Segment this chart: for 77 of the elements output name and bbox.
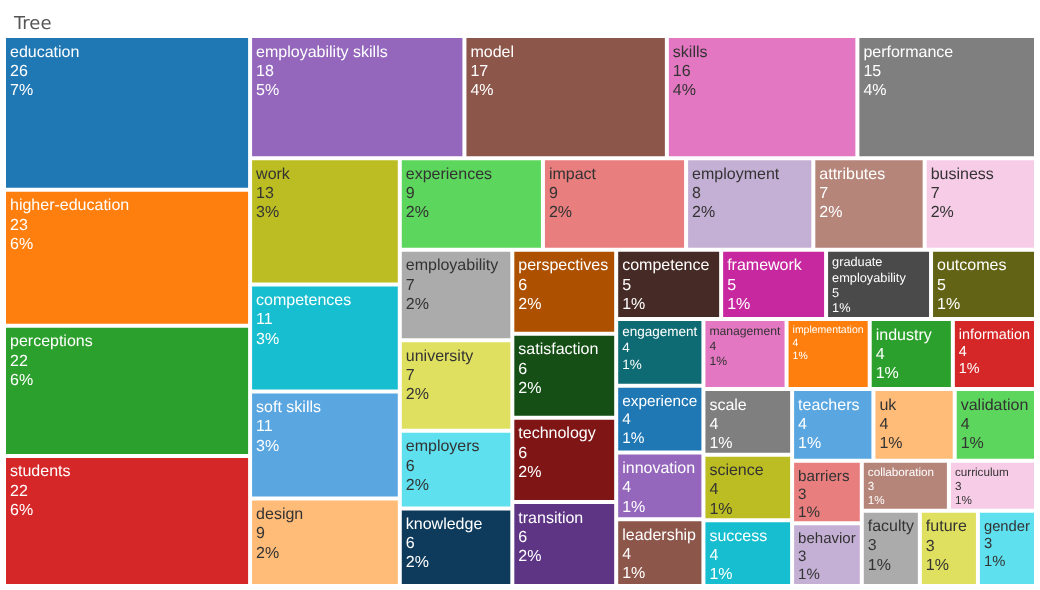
data-label: 6 2%	[518, 527, 542, 565]
data-label: 6 2%	[518, 275, 542, 313]
data-label: 4 1%	[709, 414, 733, 453]
category-label: outcomes	[937, 256, 1007, 275]
data-label: 18 5%	[256, 61, 280, 99]
category-label: model	[470, 42, 515, 61]
category-label: employability	[405, 256, 499, 275]
category-label: innovation	[622, 459, 696, 478]
data-label: 5 1%	[937, 275, 961, 313]
category-label: higher-education	[10, 196, 130, 215]
category-label: university	[405, 346, 474, 365]
category-label: leadership	[622, 525, 698, 544]
data-label: 7 2%	[930, 184, 954, 222]
data-label: 9 2%	[548, 184, 573, 222]
data-label: 22 6%	[10, 351, 34, 389]
category-label: business	[930, 164, 994, 183]
data-label: 6 2%	[518, 443, 542, 481]
category-label: employers	[405, 437, 480, 456]
data-label: 15 4%	[863, 61, 887, 99]
data-label: 4 1%	[798, 414, 822, 453]
category-label: design	[256, 505, 304, 524]
text: Tree	[12, 15, 53, 35]
data-label: 16 4%	[672, 61, 696, 99]
category-label: perspectives	[518, 256, 609, 275]
category-label: employability skills	[256, 42, 388, 61]
data-label: 5 1%	[622, 275, 646, 313]
category-label: satisfaction	[518, 340, 599, 359]
category-label: impact	[548, 164, 598, 183]
data-label: 11 3%	[256, 417, 280, 455]
category-label: performance	[863, 42, 955, 61]
data-label: 4 1%	[879, 414, 903, 453]
category-label: soft skills	[256, 398, 321, 417]
data-label: 5 1%	[727, 275, 751, 313]
data-label: 4 1%	[622, 478, 646, 516]
category-label: framework	[727, 256, 804, 275]
data-label: 8 2%	[692, 184, 716, 222]
data-label: 6 2%	[405, 456, 429, 494]
data-label: 17 4%	[470, 61, 494, 99]
category-label: technology	[518, 424, 596, 443]
data-label: 6 2%	[518, 359, 542, 397]
data-label: 4 1%	[709, 546, 733, 584]
category-label: skills	[672, 42, 708, 61]
data-label: 13 3%	[256, 184, 280, 222]
category-label: industry	[875, 325, 932, 344]
data-label: 7 2%	[405, 275, 429, 313]
category-label: experiences	[405, 164, 493, 183]
data-label: 22 6%	[10, 481, 34, 519]
data-label: 7 2%	[405, 366, 429, 404]
category-label: knowledge	[405, 515, 484, 533]
category-label: students	[10, 462, 71, 481]
data-label: 4 1%	[960, 414, 984, 453]
category-label: perceptions	[10, 332, 93, 351]
data-label: 7 2%	[819, 184, 843, 222]
category-label: transition	[518, 508, 584, 527]
category-label: attributes	[819, 164, 886, 183]
category-label: future	[925, 517, 968, 536]
category-label: success	[709, 526, 768, 545]
category-label: uk	[879, 395, 899, 414]
category-label: employment	[692, 164, 781, 183]
category-label: scale	[709, 395, 748, 414]
category-label: validation	[960, 395, 1029, 414]
data-label: 3 1%	[925, 536, 949, 574]
data-label: 4 1%	[622, 545, 646, 583]
data-label: 26 7%	[10, 61, 34, 99]
data-label: 9 2%	[405, 184, 429, 222]
category-label: teachers	[798, 395, 860, 414]
category-label: competence	[622, 256, 711, 275]
data-label: 11 3%	[256, 310, 280, 348]
data-label: 4 1%	[875, 344, 899, 383]
data-label: 9 2%	[256, 524, 280, 562]
data-label: 23 6%	[10, 215, 34, 253]
category-label: education	[10, 42, 80, 61]
category-label: competences	[256, 291, 352, 310]
data-label: 6 2%	[405, 534, 429, 572]
data-label: 4 1%	[709, 480, 733, 518]
category-label: work	[254, 164, 292, 183]
category-label: science	[709, 461, 765, 480]
